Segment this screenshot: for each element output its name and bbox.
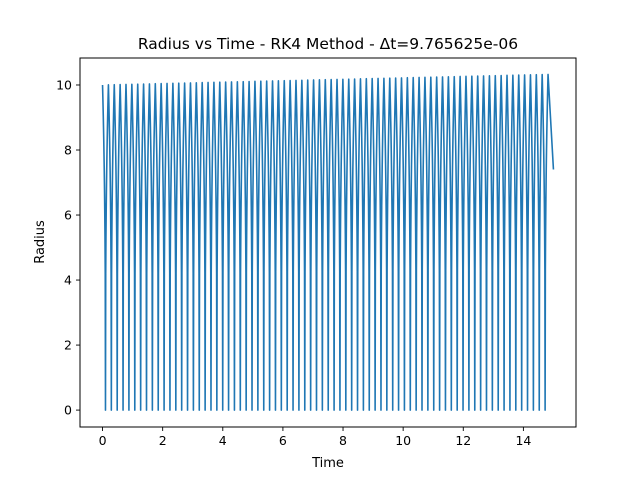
plot-area	[101, 73, 555, 411]
y-tick-label: 2	[64, 338, 72, 353]
y-tick-label: 6	[64, 208, 72, 223]
x-tick-label: 14	[515, 433, 531, 448]
x-tick-label: 8	[339, 433, 347, 448]
x-tick-label: 0	[99, 433, 107, 448]
y-tick-label: 0	[64, 403, 72, 418]
x-tick-label: 4	[219, 433, 227, 448]
radius-series-line	[101, 73, 555, 411]
x-tick-label: 12	[455, 433, 471, 448]
y-tick-label: 8	[64, 143, 72, 158]
x-tick-label: 10	[395, 433, 411, 448]
y-axis-label: Radius	[33, 220, 48, 264]
plot-frame	[79, 57, 577, 428]
chart-title: Radius vs Time - RK4 Method - Δt=9.76562…	[138, 35, 518, 53]
x-tick-label: 2	[159, 433, 167, 448]
x-axis-label: Time	[311, 456, 344, 471]
x-axis: 0 2 4 6 8 10 12 14	[99, 427, 531, 448]
y-axis: 0 2 4 6 8 10	[56, 77, 80, 418]
y-tick-label: 4	[64, 273, 72, 288]
x-tick-label: 6	[279, 433, 287, 448]
y-tick-label: 10	[56, 77, 72, 92]
